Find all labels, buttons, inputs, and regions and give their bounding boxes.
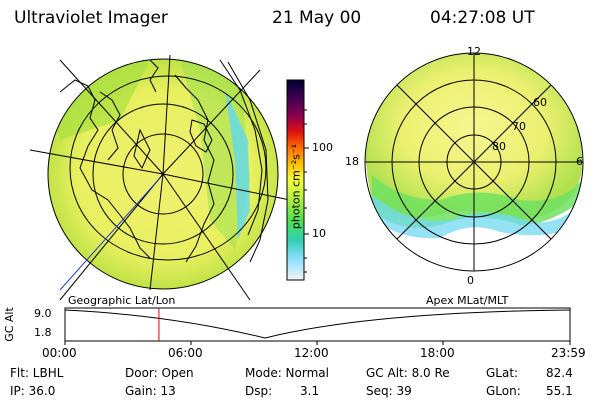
glat-value: 82.4 <box>546 366 573 380</box>
glat-label: GLat: <box>486 366 519 380</box>
mlt-label-12: 12 <box>467 45 481 58</box>
mlat-grid <box>364 52 584 272</box>
glon-label: GLon: <box>486 384 521 398</box>
instrument-title: Ultraviolet Imager <box>14 8 168 28</box>
colorbar-tick-100: 100 <box>312 141 333 154</box>
timeline-axis-label: GC Alt <box>2 307 16 342</box>
time-label: 04:27:08 UT <box>430 8 535 28</box>
magnetic-map <box>364 52 584 272</box>
filter-status: Flt: LBHL <box>10 366 64 380</box>
seq-status: Seq: 39 <box>366 384 412 398</box>
mlt-label-0: 0 <box>467 274 474 287</box>
door-status: Door: Open <box>125 366 194 380</box>
timeline-xtick-1: 06:00 <box>168 346 203 360</box>
timeline-xtick-4: 23:59 <box>551 346 586 360</box>
timeline-ytick-high: 9.0 <box>34 307 52 320</box>
mlt-label-18: 18 <box>345 155 359 168</box>
mlat-label-70: 70 <box>512 120 526 133</box>
altitude-timeline <box>64 307 571 345</box>
ip-status: IP: 36.0 <box>10 384 56 398</box>
glon-value: 55.1 <box>546 384 573 398</box>
dsp-label: Dsp: <box>245 384 273 398</box>
dsp-value: 3.1 <box>300 384 320 398</box>
geo-grid <box>29 54 291 301</box>
coastline <box>59 59 269 263</box>
mode-status: Mode: Normal <box>245 366 329 380</box>
timeline-xtick-0: 00:00 <box>42 346 77 360</box>
date-label: 21 May 00 <box>272 8 362 28</box>
mlat-label-60: 60 <box>533 96 547 109</box>
gain-status: Gain: 13 <box>125 384 176 398</box>
mlt-label-6: 6 <box>576 155 583 168</box>
apex-label: Apex MLat/MLT <box>426 294 509 307</box>
colorbar <box>286 79 309 281</box>
colorbar-tick-10: 10 <box>312 227 326 240</box>
mlat-label-80: 80 <box>492 140 506 153</box>
timeline-ytick-low: 1.8 <box>34 326 52 339</box>
timeline-xtick-2: 12:00 <box>294 346 329 360</box>
timeline-xtick-3: 18:00 <box>420 346 455 360</box>
geographic-map <box>29 54 291 301</box>
geographic-label: Geographic Lat/Lon <box>68 294 176 307</box>
colorbar-unit-label: photon cm⁻²s⁻¹ <box>289 143 303 230</box>
gc-alt-status: GC Alt: 8.0 Re <box>366 366 450 380</box>
